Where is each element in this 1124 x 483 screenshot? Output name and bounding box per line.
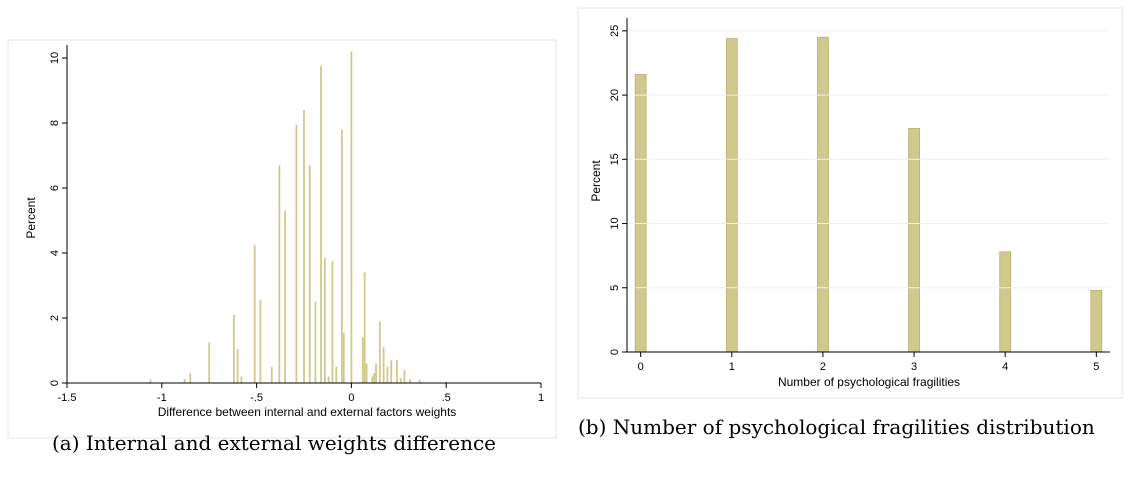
chart-a-bar-28 bbox=[373, 373, 376, 383]
chart-a-y-tick-label-3: 6 bbox=[49, 185, 61, 191]
chart-b-y-tick-label-4: 20 bbox=[609, 89, 621, 101]
chart-b-x-axis-title: Number of psychological fragilities bbox=[778, 375, 960, 389]
chart-a-bar-8 bbox=[259, 300, 262, 384]
chart-b-y-tick-label-3: 15 bbox=[609, 153, 621, 165]
chart-a-bar-19 bbox=[331, 261, 334, 384]
chart-b-frame bbox=[577, 7, 1123, 399]
chart-a-bar-23 bbox=[350, 51, 353, 383]
chart-a-bar-29 bbox=[375, 363, 377, 383]
chart-a-bar-6 bbox=[240, 376, 243, 383]
chart-a-bar-15 bbox=[314, 301, 317, 383]
chart-a-x-tick-label-2: -.5 bbox=[250, 392, 263, 404]
chart-b-bars bbox=[634, 36, 1103, 353]
chart-a-bar-34 bbox=[396, 360, 398, 383]
chart-a-bar-12 bbox=[295, 124, 298, 384]
chart-a-bar-22 bbox=[342, 332, 345, 384]
chart-a-y-tick-label-0: 0 bbox=[49, 380, 61, 386]
chart-a-x-tick-label-5: 1 bbox=[538, 392, 544, 404]
chart-a-bar-2 bbox=[189, 373, 192, 383]
chart-a-caption: (a) Internal and external weights differ… bbox=[52, 431, 496, 455]
chart-a-bar-10 bbox=[278, 165, 281, 383]
chart-a-bar-31 bbox=[382, 347, 385, 383]
chart-a-bar-38 bbox=[418, 379, 421, 383]
chart-a-y-tick-label-4: 8 bbox=[49, 120, 61, 126]
chart-b-x-tick-label-3: 3 bbox=[911, 361, 917, 373]
chart-a-bar-25 bbox=[363, 272, 366, 383]
chart-b-x-tick-label-5: 5 bbox=[1093, 361, 1099, 373]
chart-a-bar-16 bbox=[320, 66, 322, 384]
chart-b-x-tick-label-2: 2 bbox=[820, 361, 826, 373]
chart-a-bar-37 bbox=[409, 379, 412, 383]
chart-a-y-tick-label-2: 4 bbox=[49, 250, 61, 256]
chart-a-bar-20 bbox=[335, 366, 338, 383]
chart-b-bar-5 bbox=[1090, 289, 1103, 353]
chart-a-bar-32 bbox=[386, 366, 389, 383]
chart-a-x-axis-title: Difference between internal and external… bbox=[158, 405, 457, 419]
chart-a-bar-36 bbox=[403, 370, 406, 383]
chart-a-bar-17 bbox=[323, 257, 326, 384]
chart-a-bar-21 bbox=[341, 129, 343, 383]
chart-a-bar-18 bbox=[327, 376, 330, 383]
chart-b-y-tick-label-1: 5 bbox=[609, 285, 621, 291]
chart-b-bar-1 bbox=[725, 38, 738, 353]
chart-b-x-tick-label-1: 1 bbox=[729, 361, 735, 373]
chart-a-bars bbox=[149, 51, 448, 384]
chart-b-x-tick-label-0: 0 bbox=[638, 361, 644, 373]
chart-b-bar-2 bbox=[817, 36, 829, 353]
chart-a-bar-30 bbox=[378, 321, 381, 383]
chart-b-caption: (b) Number of psychological fragilities … bbox=[578, 415, 1095, 439]
chart-b-bar-4 bbox=[999, 251, 1012, 353]
chart-b-bar-3 bbox=[908, 128, 920, 353]
chart-a-x-tick-label-4: .5 bbox=[442, 392, 451, 404]
chart-a-bar-9 bbox=[270, 366, 273, 383]
chart-a-bar-11 bbox=[284, 210, 286, 383]
histogram-psychological-fragilities: 0 1 2 3 4 5 0 5 10 15 20 25 Number of psychological… bbox=[577, 7, 1123, 399]
chart-a-x-tick-label-1: -1 bbox=[157, 392, 167, 404]
chart-b-y-tick-label-2: 10 bbox=[609, 217, 621, 229]
chart-a-bar-13 bbox=[303, 110, 305, 383]
chart-a-x-tick-label-0: -1.5 bbox=[58, 392, 77, 404]
chart-a-y-tick-label-5: 10 bbox=[49, 52, 61, 64]
chart-a-bar-0 bbox=[149, 379, 152, 383]
chart-b-y-tick-label-0: 0 bbox=[609, 349, 621, 355]
chart-b-y-axis-title: Percent bbox=[589, 160, 603, 202]
chart-a-x-tick-label-3: 0 bbox=[348, 392, 354, 404]
chart-b-bar-0 bbox=[634, 74, 647, 353]
chart-a-y-tick-label-1: 2 bbox=[49, 315, 61, 321]
chart-a-bar-33 bbox=[390, 360, 393, 383]
chart-a-bar-27 bbox=[371, 376, 374, 383]
chart-a-bar-14 bbox=[308, 165, 311, 383]
chart-a-bar-1 bbox=[183, 379, 186, 383]
chart-a-frame bbox=[7, 39, 557, 439]
chart-b-x-tick-label-4: 4 bbox=[1002, 361, 1008, 373]
chart-a-bar-39 bbox=[445, 381, 448, 384]
chart-b-y-tick-label-5: 25 bbox=[609, 25, 621, 37]
chart-a-y-axis-title: Percent bbox=[24, 197, 38, 239]
chart-a-bar-5 bbox=[236, 348, 239, 384]
chart-a-bar-24 bbox=[361, 337, 364, 383]
chart-a-bar-35 bbox=[399, 378, 402, 384]
chart-a-bar-7 bbox=[253, 244, 256, 384]
chart-a-bar-3 bbox=[208, 342, 211, 384]
chart-a-bar-4 bbox=[232, 314, 235, 383]
chart-a-bar-26 bbox=[365, 363, 368, 383]
chart-b-axes: 0 1 2 3 4 5 0 5 10 15 20 25 bbox=[609, 18, 1110, 373]
